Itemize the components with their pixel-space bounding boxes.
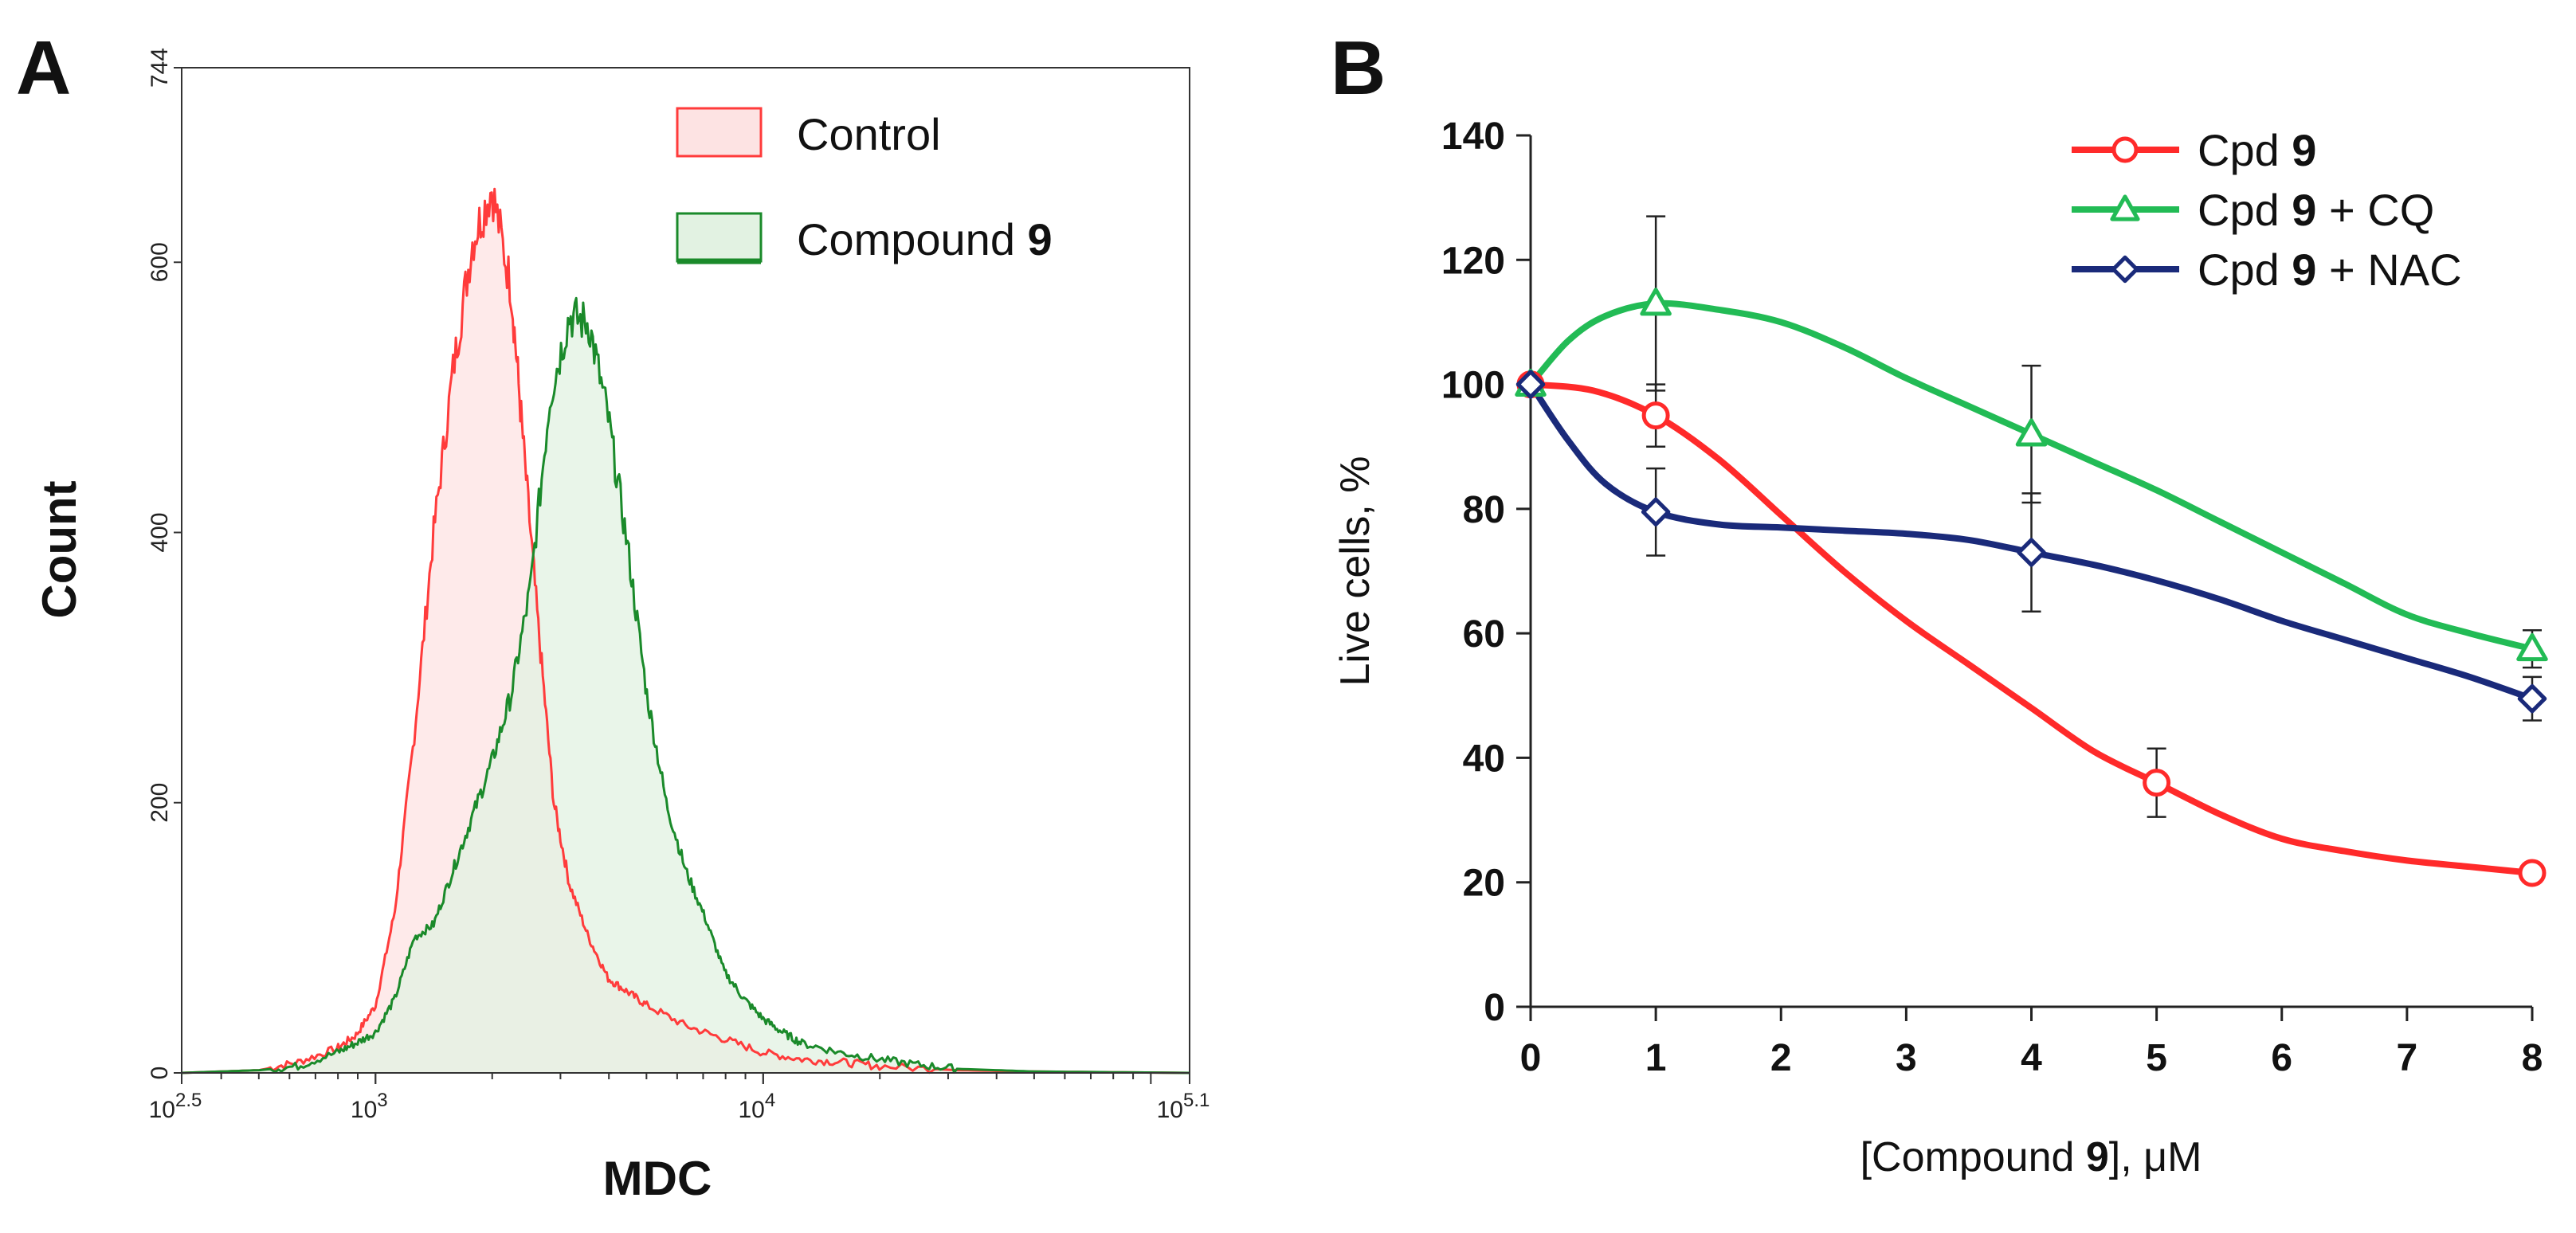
y-tick-label-a: 600 — [147, 242, 173, 282]
y-axis-title-a: Count — [33, 480, 86, 618]
histogram-fill-control — [182, 189, 1190, 1073]
x-tick-label-a: 104 — [738, 1090, 775, 1123]
legend-swatch-control — [676, 107, 763, 158]
y-tick-label-b: 40 — [1463, 738, 1505, 780]
panel-a: A 0 200 400 600 744 102.5 103 104 105.1 Count M… — [16, 25, 1210, 1205]
legend-label-cpd-9: Cpd 9 — [2198, 125, 2316, 175]
x-tick-label-a: 105.1 — [1157, 1090, 1210, 1123]
y-tick-label-a: 0 — [147, 1067, 173, 1080]
x-tick-label-a: 102.5 — [149, 1090, 202, 1123]
data-point-cpd-9 — [1641, 401, 1670, 430]
line-series — [1515, 215, 2548, 887]
x-tick-label-b: 1 — [1645, 1037, 1667, 1079]
y-tick-label-a: 200 — [147, 783, 173, 823]
y-tick-label-a: 400 — [147, 512, 173, 552]
data-point-cpd-9-cq — [2516, 632, 2548, 662]
legend-label-cpd-9-cq: Cpd 9 + CQ — [2198, 185, 2434, 235]
legend-label-cpd-9-nac: Cpd 9 + NAC — [2198, 245, 2462, 295]
x-axis-title-a: MDC — [603, 1152, 712, 1205]
x-tick-label-b: 7 — [2397, 1037, 2418, 1079]
panel-b-letter: B — [1331, 25, 1386, 111]
histogram-line-control — [181, 187, 1190, 1074]
y-axis-ticks-b: 0 20 40 60 80 100 120 140 — [1441, 115, 1531, 1029]
y-tick-label-b: 60 — [1463, 613, 1505, 656]
x-axis-ticks-a: 102.5 103 104 105.1 — [149, 1073, 1210, 1123]
histogram-fills — [182, 189, 1190, 1073]
x-tick-label-b: 0 — [1520, 1037, 1542, 1079]
data-point-cpd-9 — [2518, 859, 2547, 887]
legend-b: Cpd 9 Cpd 9 + CQ Cpd 9 + NAC — [2072, 125, 2462, 295]
x-tick-label-b: 2 — [1770, 1037, 1792, 1079]
data-point-cpd-9-nac — [1641, 497, 1671, 527]
y-axis-ticks-a: 0 200 400 600 744 — [147, 48, 182, 1079]
y-tick-label-b: 0 — [1484, 987, 1505, 1029]
x-axis-title-b: [Compound 9], μM — [1860, 1134, 2202, 1180]
x-tick-label-b: 6 — [2271, 1037, 2292, 1079]
y-tick-label-b: 120 — [1441, 240, 1505, 282]
legend-marker-cpd-9-nac — [2111, 255, 2139, 284]
legend-marker-cpd-9 — [2111, 136, 2139, 163]
legend-label-control: Control — [797, 109, 941, 159]
data-point-cpd-9 — [2143, 769, 2171, 797]
series-line-cpd-9 — [1527, 381, 2535, 876]
panel-b: B 0 20 40 60 80 100 120 140 0 1 2 3 4 5 6 7 8 Live cell… — [1331, 25, 2548, 1180]
y-axis-title-b: Live cells, % — [1332, 456, 1378, 687]
legend-swatch-compound-9 — [676, 212, 763, 263]
data-point-cpd-9-cq — [1640, 288, 1672, 316]
data-point-cpd-9-cq — [2015, 418, 2048, 447]
x-tick-label-b: 3 — [1896, 1037, 1917, 1079]
histogram-line-compound-9 — [181, 296, 1190, 1074]
y-tick-label-b: 100 — [1441, 365, 1505, 407]
x-tick-label-b: 5 — [2146, 1037, 2167, 1079]
x-tick-label-b: 8 — [2522, 1037, 2543, 1079]
histogram-fill-compound-9 — [182, 298, 1190, 1073]
y-tick-label-a: 744 — [147, 48, 173, 88]
data-point-cpd-9-nac — [2517, 683, 2547, 714]
histogram-lines — [181, 187, 1190, 1074]
legend-label-compound-9: Compound 9 — [797, 214, 1053, 264]
legend-a: Control Compound 9 — [676, 107, 1053, 264]
y-tick-label-b: 140 — [1441, 115, 1505, 158]
y-tick-label-b: 20 — [1463, 863, 1505, 905]
data-point-cpd-9-nac — [2017, 538, 2046, 567]
legend-marker-cpd-9-cq — [2110, 194, 2140, 221]
panel-a-letter: A — [16, 25, 71, 111]
x-axis-ticks-b: 0 1 2 3 4 5 6 7 8 — [1520, 1007, 2543, 1079]
x-tick-label-a: 103 — [351, 1090, 388, 1123]
x-tick-label-b: 4 — [2021, 1037, 2042, 1079]
data-point-cpd-9-nac — [1515, 370, 1546, 399]
y-tick-label-b: 80 — [1463, 489, 1505, 531]
plot-frame-a — [181, 67, 1190, 1074]
